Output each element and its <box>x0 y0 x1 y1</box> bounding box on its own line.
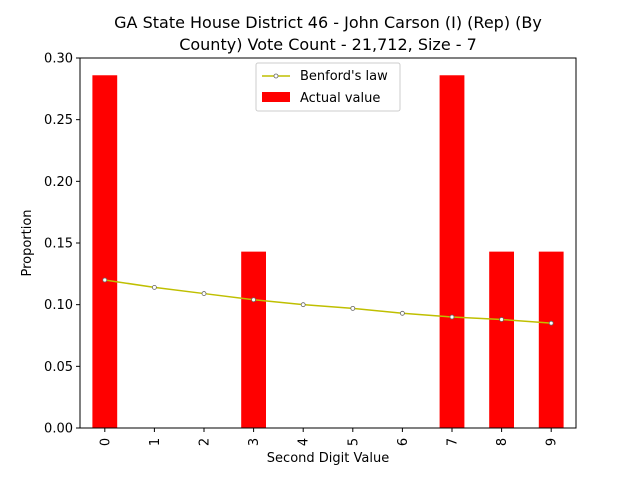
chart-title-line1: GA State House District 46 - John Carson… <box>114 13 542 32</box>
benford-point-digit-3 <box>251 297 257 303</box>
y-tick-label: 0.10 <box>44 298 73 313</box>
bar-digit-9 <box>538 251 564 428</box>
legend-actual-swatch <box>262 92 290 102</box>
x-tick-label: 1 <box>148 438 163 446</box>
x-tick-label: 3 <box>247 438 262 446</box>
x-tick-label: 6 <box>396 438 411 446</box>
benford-point-digit-1 <box>151 284 157 290</box>
benford-point-digit-9 <box>548 320 554 326</box>
x-tick-label: 9 <box>545 438 560 446</box>
chart-title-line2: County) Vote Count - 21,712, Size - 7 <box>179 35 477 54</box>
legend-benford-marker <box>273 73 279 79</box>
bar-digit-0 <box>92 75 118 429</box>
x-tick-label: 4 <box>297 438 312 446</box>
benford-point-digit-0 <box>102 277 108 283</box>
y-tick-label: 0.15 <box>44 237 73 252</box>
y-tick-label: 0.20 <box>44 175 73 190</box>
y-axis: 0.00 0.05 0.10 0.15 0.20 0.25 0.30 <box>44 52 80 437</box>
x-axis-label: Second Digit Value <box>267 451 389 466</box>
bar-digit-8 <box>489 251 514 428</box>
benford-point-digit-4 <box>300 302 306 308</box>
benford-point-digit-8 <box>499 317 505 322</box>
x-tick-label: 7 <box>446 438 461 446</box>
benford-point-digit-5 <box>350 305 356 311</box>
legend-actual-label: Actual value <box>300 91 380 106</box>
benford-point-digit-7 <box>449 314 455 320</box>
y-tick-label: 0.05 <box>44 360 73 375</box>
x-tick-label: 0 <box>98 438 113 446</box>
legend: Benford's law Actual value <box>255 62 401 112</box>
x-tick-label: 5 <box>346 438 361 446</box>
y-tick-label: 0.25 <box>44 113 73 128</box>
legend-box <box>255 62 401 112</box>
bar-digit-3 <box>241 251 266 428</box>
x-tick-label: 8 <box>495 438 510 446</box>
legend-benford-label: Benford's law <box>300 69 388 84</box>
benford-line <box>104 279 552 324</box>
x-tick-label: 2 <box>198 438 213 446</box>
bar-digit-7 <box>439 75 465 429</box>
benford-point-digit-6 <box>399 310 405 316</box>
y-tick-label: 0.00 <box>44 422 73 437</box>
x-axis: 0 1 2 3 4 5 6 7 8 9 <box>98 428 560 446</box>
benford-point-digit-2 <box>201 291 207 296</box>
y-tick-label: 0.30 <box>44 52 73 67</box>
benford-line-layer <box>102 277 554 326</box>
y-axis-label: Proportion <box>20 209 35 276</box>
bars-layer <box>92 75 564 429</box>
